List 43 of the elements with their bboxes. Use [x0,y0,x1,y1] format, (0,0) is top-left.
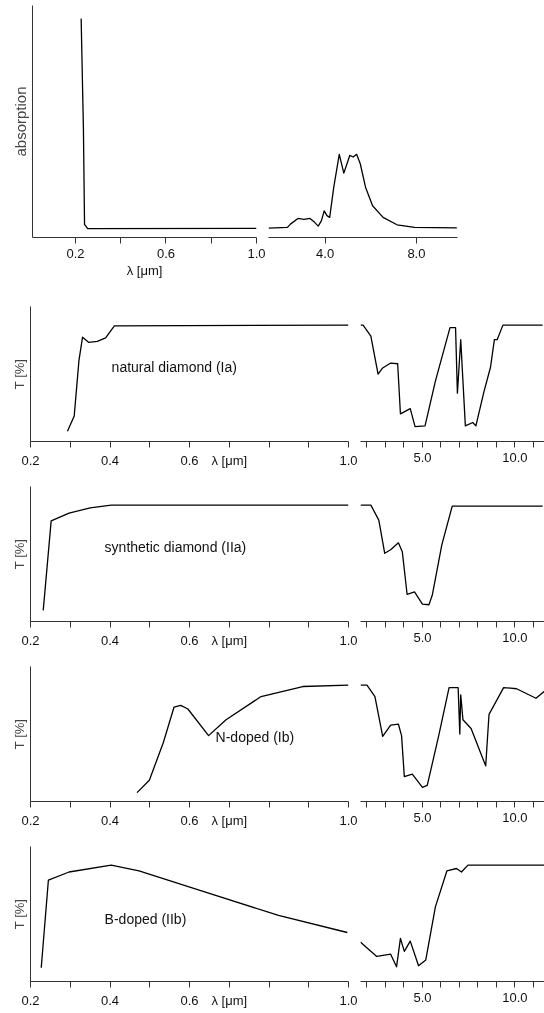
x-tick-label: 1.0 [339,812,358,828]
x-tick-label: 0.4 [100,992,120,1008]
x-tick-label: 0.4 [100,632,120,648]
y-axis-title: absorption [11,86,29,157]
x-tick-label: 0.2 [66,245,85,261]
y-axis-title: T [%] [11,719,27,750]
x-tick-label: 0.6 [180,812,199,828]
x-tick-label: 10.0 [502,449,528,465]
x-axis-title: λ [μm] [211,632,248,648]
x-tick-label: 1.0 [339,452,358,468]
x-tick-label: 1.0 [247,245,266,261]
x-tick-label: 5.0 [413,449,432,465]
annotation: synthetic diamond (IIa) [104,539,247,556]
x-tick-label: 0.6 [156,245,176,261]
y-axis-title: T [%] [11,359,27,390]
x-tick-label: 0.6 [180,992,199,1008]
x-tick-label: 10.0 [502,809,528,825]
x-tick-label: 8.0 [407,245,426,261]
x-tick-label: 0.6 [180,632,199,648]
x-tick-label: 5.0 [413,989,432,1005]
x-tick-label: 5.0 [413,629,432,645]
x-axis-title: λ [μm] [211,992,248,1008]
x-tick-label: 5.0 [413,809,432,825]
y-axis-title: T [%] [11,899,27,930]
x-tick-label: 10.0 [502,989,528,1005]
x-tick-label: 4.0 [316,245,335,261]
x-tick-label: 0.4 [100,812,120,828]
x-tick-label: 1.0 [339,992,358,1008]
x-axis-title: λ [μm] [211,812,248,828]
annotation: B-doped (IIb) [104,911,187,928]
y-axis-title: T [%] [11,539,27,570]
x-tick-label: 1.0 [339,632,358,648]
x-axis-title: λ [μm] [126,262,163,278]
annotation: natural diamond (Ia) [111,359,237,376]
x-tick-label: 10.0 [502,629,528,645]
annotation: N-doped (Ib) [215,728,295,745]
x-tick-label: 0.2 [21,632,40,648]
x-tick-label: 0.4 [100,452,120,468]
x-axis-title: λ [μm] [211,452,248,468]
x-tick-label: 0.2 [21,992,40,1008]
x-tick-label: 0.2 [21,452,40,468]
x-tick-label: 0.2 [21,812,40,828]
x-tick-label: 0.6 [180,452,199,468]
